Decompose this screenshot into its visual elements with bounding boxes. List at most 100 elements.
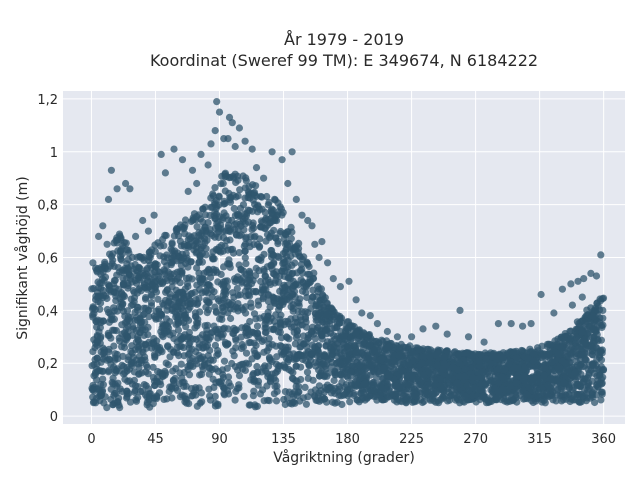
x-tick-label: 225 — [399, 432, 424, 447]
data-point — [250, 233, 258, 241]
y-tick-label: 1,2 — [37, 93, 58, 108]
data-point — [275, 253, 283, 261]
data-point — [193, 212, 201, 221]
data-point — [477, 350, 485, 359]
data-point — [405, 385, 413, 393]
data-point — [203, 341, 212, 349]
data-point — [154, 239, 162, 247]
data-point — [241, 254, 249, 262]
data-point — [124, 265, 132, 274]
data-point-outlier — [464, 333, 473, 341]
data-point — [362, 332, 370, 341]
data-point — [166, 294, 174, 302]
data-point — [106, 310, 114, 318]
data-point — [291, 250, 299, 258]
data-point — [385, 343, 393, 351]
data-point — [578, 328, 586, 336]
chart-title-line-1: År 1979 - 2019 — [284, 30, 404, 49]
data-point — [293, 391, 301, 400]
data-point — [154, 295, 162, 303]
data-point — [171, 294, 179, 302]
data-point — [142, 368, 150, 376]
data-point — [122, 336, 130, 344]
data-point — [124, 313, 132, 321]
data-point — [257, 277, 265, 286]
y-tick-label: 0,4 — [37, 304, 58, 319]
data-point — [332, 371, 340, 379]
data-point — [469, 351, 477, 359]
data-point — [597, 363, 605, 371]
data-point — [136, 253, 144, 261]
data-point — [219, 325, 227, 333]
x-tick-label: 135 — [271, 432, 296, 447]
data-point-outlier — [144, 227, 152, 235]
data-point — [100, 291, 108, 299]
data-point — [328, 350, 336, 358]
data-point — [167, 245, 175, 253]
data-point — [195, 259, 203, 267]
data-point — [203, 236, 211, 244]
data-point — [288, 290, 296, 298]
data-point — [172, 226, 180, 234]
data-point — [314, 392, 322, 400]
data-point-outlier — [558, 285, 567, 293]
data-point — [140, 331, 148, 339]
data-point — [253, 240, 262, 249]
data-point — [561, 390, 569, 398]
data-point — [548, 375, 556, 383]
data-point — [463, 349, 471, 357]
data-point — [268, 209, 276, 217]
data-point — [437, 386, 445, 394]
data-point-outlier — [248, 145, 256, 153]
data-point — [283, 281, 292, 289]
data-point — [303, 368, 312, 376]
data-point — [301, 313, 309, 321]
data-point — [172, 365, 180, 373]
data-point — [272, 397, 281, 405]
data-point — [433, 361, 441, 370]
data-point-outlier — [260, 174, 268, 182]
data-point — [264, 297, 273, 305]
data-point-outlier — [345, 277, 353, 285]
data-point — [476, 395, 484, 404]
data-point-outlier — [494, 320, 502, 328]
data-point — [272, 322, 280, 330]
data-point-outlier — [231, 142, 239, 151]
data-point — [204, 281, 212, 289]
data-point — [159, 300, 167, 308]
data-point — [235, 372, 244, 380]
data-point-outlier — [358, 309, 366, 317]
data-point — [118, 290, 126, 298]
data-point — [127, 301, 135, 310]
data-point — [149, 363, 157, 371]
data-point — [100, 348, 109, 356]
data-point — [301, 383, 309, 391]
data-point — [529, 357, 538, 365]
data-point — [181, 221, 189, 229]
data-point — [109, 256, 117, 264]
data-point — [572, 342, 580, 350]
data-point — [562, 344, 570, 352]
data-point — [114, 397, 122, 406]
data-point — [231, 396, 239, 404]
data-point — [166, 353, 174, 361]
data-point — [96, 317, 104, 325]
data-point-outlier — [122, 179, 130, 188]
data-point — [190, 246, 198, 254]
data-point — [96, 324, 104, 332]
data-point-outlier — [104, 195, 113, 203]
data-point — [378, 395, 386, 404]
data-point — [157, 346, 165, 354]
data-point — [495, 365, 503, 373]
data-point — [164, 361, 172, 369]
data-point — [284, 263, 292, 271]
data-point — [253, 330, 262, 338]
data-point — [258, 218, 267, 226]
data-point — [321, 383, 329, 391]
data-point-outlier — [408, 333, 416, 341]
data-point — [415, 345, 424, 354]
data-point — [284, 256, 292, 264]
data-point — [185, 344, 193, 352]
data-point — [351, 380, 359, 388]
data-point — [318, 331, 326, 339]
